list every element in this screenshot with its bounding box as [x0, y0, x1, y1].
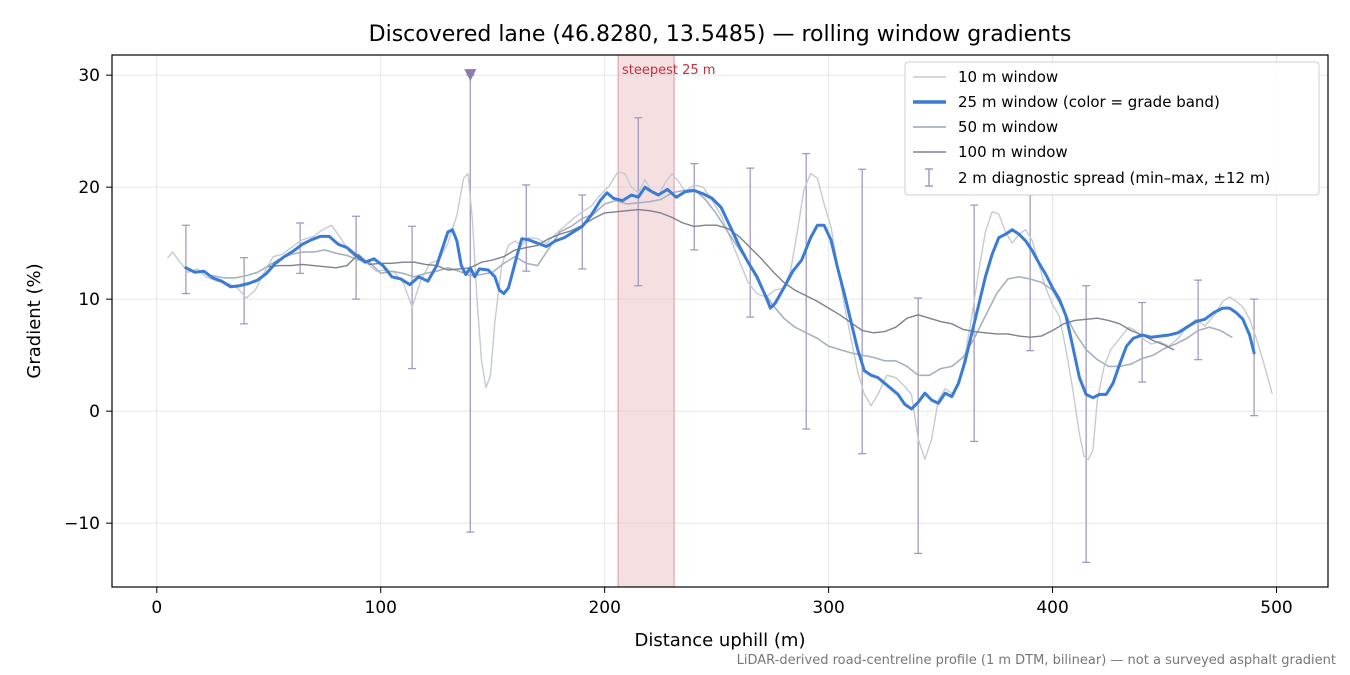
spread-bar	[802, 152, 811, 430]
x-tick-label: 100	[365, 598, 397, 618]
x-tick-label: 500	[1260, 598, 1292, 618]
spread-bar	[634, 117, 643, 287]
legend-label-50m: 50 m window	[958, 118, 1058, 136]
y-tick-label: 30	[78, 66, 100, 86]
spread-bar	[408, 225, 417, 370]
spread-bar	[466, 74, 475, 533]
spread-bar	[240, 257, 249, 325]
spread-bar	[1138, 301, 1147, 383]
x-axis-label: Distance uphill (m)	[635, 630, 806, 651]
plot-frame	[111, 54, 1329, 588]
spread-bar	[1082, 285, 1091, 564]
series-lines	[167, 170, 1273, 460]
legend-label-25m: 25 m window (color = grade band)	[958, 93, 1220, 111]
x-tick-label: 400	[1036, 598, 1068, 618]
legend-frame	[904, 61, 1320, 196]
spread-bar	[914, 297, 923, 555]
y-axis-label: Gradient (%)	[24, 263, 45, 378]
series-100m	[268, 208, 1175, 351]
legend-label-spread: 2 m diagnostic spread (min–max, ±12 m)	[958, 169, 1270, 187]
footnote: LiDAR-derived road-centreline profile (1…	[737, 653, 1336, 668]
y-tick-label: 0	[89, 402, 100, 422]
steepest-highlight	[617, 54, 675, 588]
clipped-marker	[464, 69, 477, 82]
x-tick-label: 300	[812, 598, 844, 618]
x-tick-label: 0	[151, 598, 162, 618]
spread-bar	[1026, 194, 1035, 352]
y-tick-label: 10	[78, 290, 100, 310]
spread-bar	[578, 194, 587, 270]
spread-bar	[522, 184, 531, 272]
diagnostic-spread	[181, 74, 1259, 564]
spread-bar	[1250, 298, 1259, 417]
spread-bar	[181, 224, 190, 295]
spread-bar	[858, 168, 867, 455]
y-tick-label: 20	[78, 178, 100, 198]
chart-title: Discovered lane (46.8280, 13.5485) — rol…	[369, 22, 1072, 47]
steepest-band	[617, 54, 675, 588]
series-25m	[184, 185, 1256, 411]
legend-label-100m: 100 m window	[958, 143, 1068, 161]
x-tick-label: 200	[588, 598, 620, 618]
highlight-label: steepest 25 m	[622, 63, 715, 78]
series-10m	[167, 170, 1273, 460]
legend: 10 m window 25 m window (color = grade b…	[904, 61, 1320, 196]
legend-swatch-spread	[925, 168, 933, 187]
legend-label-10m: 10 m window	[958, 68, 1058, 86]
spread-bar	[690, 162, 699, 251]
clipped-triangle-marker	[464, 69, 477, 82]
axis-ticks: 0 100 200 300 400 500 −10 0 10 20 30	[64, 66, 1293, 618]
spread-bar	[746, 167, 755, 318]
y-tick-label: −10	[64, 514, 100, 534]
